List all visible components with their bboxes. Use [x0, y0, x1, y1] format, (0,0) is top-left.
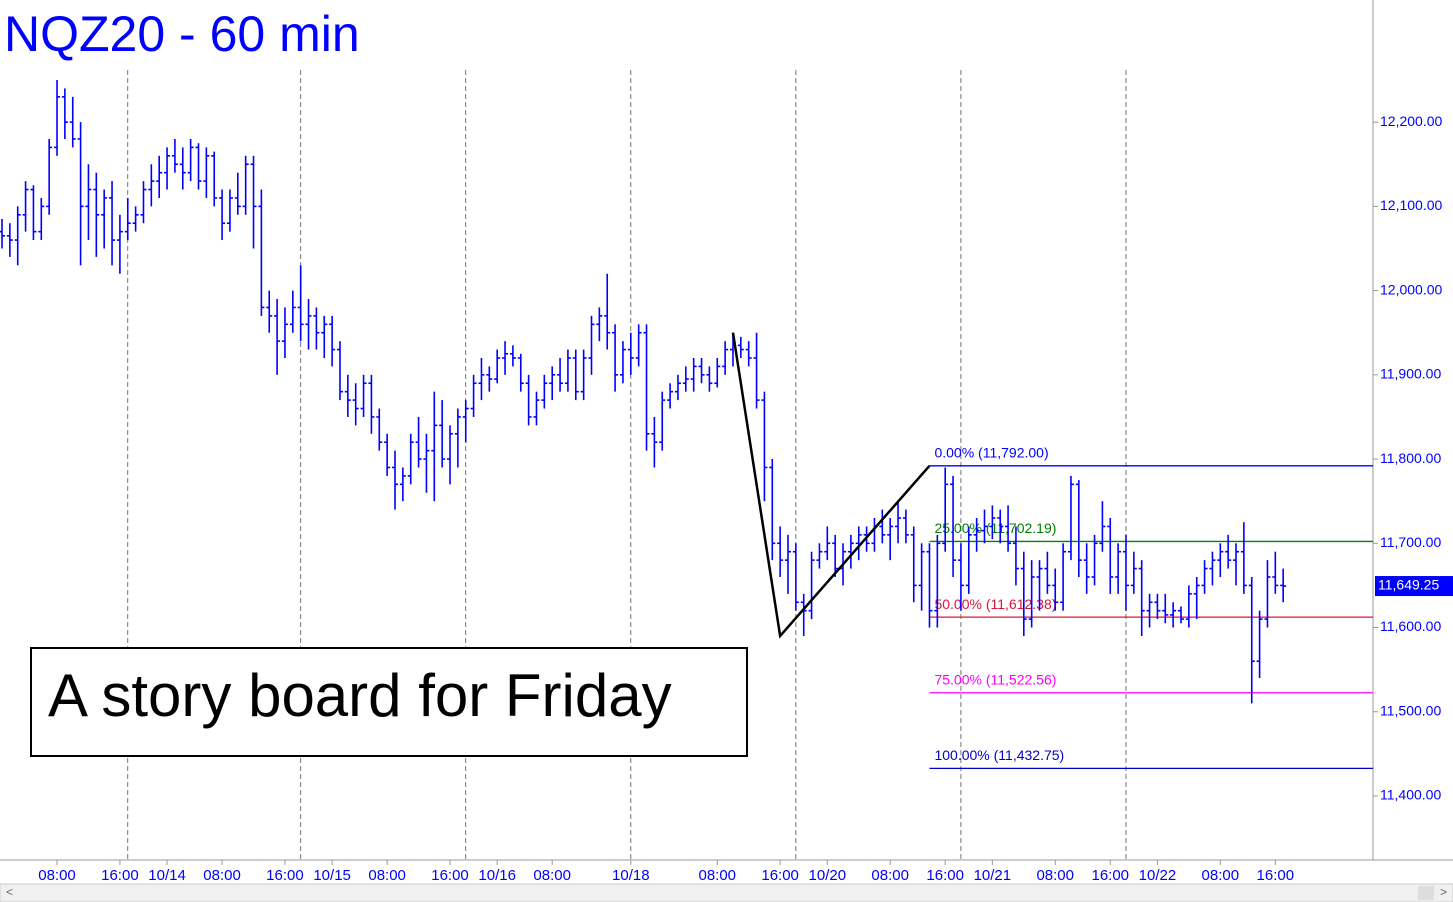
- annotation: A story board for Friday: [48, 662, 672, 729]
- last-price-box: [1375, 576, 1453, 597]
- scroll-right[interactable]: >: [1440, 885, 1447, 899]
- fib-label: 100.00% (11,432.75): [934, 747, 1064, 763]
- x-tick-label: 10/14: [148, 867, 186, 884]
- fib-label: 25.00% (11,702.19): [934, 520, 1056, 536]
- last-price-label: 11,649.25: [1378, 577, 1439, 593]
- x-tick-label: 08:00: [38, 867, 76, 884]
- x-tick-label: 08:00: [533, 867, 571, 884]
- x-tick-label: 16:00: [926, 867, 964, 884]
- x-tick-label: 10/22: [1139, 867, 1177, 884]
- x-tick-label: 16:00: [1091, 867, 1129, 884]
- x-tick-label: 08:00: [203, 867, 241, 884]
- annotation-box: [30, 647, 748, 757]
- fib-label: 75.00% (11,522.56): [934, 671, 1056, 687]
- y-tick-label: 12,100.00: [1380, 197, 1442, 213]
- x-tick-label: 10/15: [313, 867, 351, 884]
- y-tick-label: 12,000.00: [1380, 281, 1442, 297]
- x-tick-label: 08:00: [698, 867, 736, 884]
- x-tick-label: 16:00: [266, 867, 304, 884]
- fib-label: 50.00% (11,612.38): [934, 596, 1056, 612]
- x-tick-label: 10/20: [809, 867, 847, 884]
- y-tick-label: 11,900.00: [1380, 366, 1441, 382]
- y-tick-label: 11,600.00: [1380, 618, 1441, 634]
- x-tick-label: 08:00: [1202, 867, 1240, 884]
- chart-title: NQZ20 - 60 min: [4, 6, 360, 62]
- fib-label: 0.00% (11,792.00): [934, 445, 1048, 461]
- y-tick-label: 12,200.00: [1380, 113, 1442, 129]
- x-tick-label: 16:00: [1257, 867, 1295, 884]
- x-tick-label: 10/18: [612, 867, 650, 884]
- pattern-line: [731, 332, 931, 639]
- y-tick-label: 11,400.00: [1380, 787, 1441, 803]
- x-tick-label: 08:00: [1036, 867, 1074, 884]
- x-tick-label: 08:00: [368, 867, 406, 884]
- x-tick-label: 16:00: [101, 867, 139, 884]
- scroll-left[interactable]: <: [6, 885, 13, 899]
- y-tick-label: 11,700.00: [1380, 534, 1441, 550]
- y-tick-label: 11,500.00: [1380, 702, 1441, 718]
- scrollbar[interactable]: [0, 883, 1453, 902]
- plot-area: 11,400.00 11,500.00 11,600.00 11,700.00 11,8…: [0, 70, 1442, 884]
- x-tick-label: 08:00: [871, 867, 909, 884]
- x-tick-label: 10/21: [974, 867, 1012, 884]
- x-tick-label: 16:00: [431, 867, 469, 884]
- x-tick-label: 16:00: [761, 867, 799, 884]
- scroll-thumb[interactable]: [1418, 886, 1434, 900]
- x-tick-label: 10/16: [478, 867, 516, 884]
- y-tick-label: 11,800.00: [1380, 450, 1441, 466]
